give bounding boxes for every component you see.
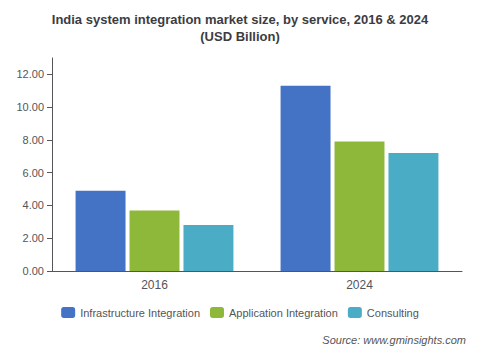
svg-text:2016: 2016 [141,278,168,292]
svg-text:Infrastructure Integration: Infrastructure Integration [80,307,200,319]
svg-text:2024: 2024 [346,278,373,292]
svg-text:12.00: 12.00 [16,68,44,80]
svg-text:India system integration marke: India system integration market size, by… [52,12,429,27]
svg-text:Application Integration: Application Integration [229,307,338,319]
svg-text:4.00: 4.00 [23,199,44,211]
svg-text:(USD Billion): (USD Billion) [200,29,279,44]
svg-text:Consulting: Consulting [367,307,419,319]
svg-text:Source: www.gminsights.com: Source: www.gminsights.com [322,334,466,346]
svg-text:8.00: 8.00 [23,134,44,146]
svg-text:6.00: 6.00 [23,167,44,179]
svg-text:0.00: 0.00 [23,265,44,277]
svg-text:2.00: 2.00 [23,232,44,244]
svg-text:10.00: 10.00 [16,101,44,113]
